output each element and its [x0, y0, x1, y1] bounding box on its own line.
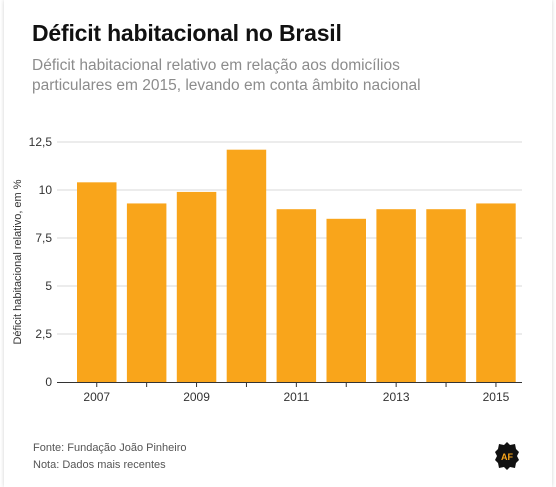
bar-2008: [126, 203, 167, 382]
y-axis-title: Déficit habitacional relativo, em %: [12, 179, 24, 344]
source-text: Fonte: Fundação João Pinheiro: [33, 442, 187, 454]
bar-2013: [376, 209, 416, 382]
bar-2014: [426, 209, 466, 382]
bar-2011: [276, 209, 317, 382]
bar-2012: [326, 218, 366, 382]
bars: [77, 149, 516, 382]
x-axis: 2007 2009 2011 2013 2015: [57, 382, 522, 404]
chart-subtitle: Déficit habitacional relativo em relação…: [32, 57, 421, 94]
x-tick-label: 2007: [83, 390, 110, 404]
y-tick-label: 7,5: [35, 231, 52, 245]
y-tick-label: 10: [39, 183, 53, 197]
y-tick-label: 12,5: [29, 135, 53, 149]
y-tick-label: 2,5: [35, 327, 52, 341]
chart-title: Déficit habitacional no Brasil: [32, 20, 342, 46]
x-tick-label: 2009: [183, 390, 210, 404]
logo-icon: AF: [495, 442, 519, 470]
note-text: Nota: Dados mais recentes: [33, 459, 166, 471]
y-tick-label: 5: [45, 279, 52, 293]
bar-2009: [176, 191, 217, 382]
y-tick-labels: 0 2,5 5 7,5 10 12,5: [29, 135, 53, 389]
bar-2015: [476, 203, 516, 382]
bar-2010: [226, 149, 267, 382]
x-tick-label: 2015: [483, 390, 510, 404]
bar-2007: [77, 182, 117, 382]
x-tick-label: 2013: [383, 390, 410, 404]
logo-text: AF: [501, 452, 513, 462]
y-tick-label: 0: [45, 375, 52, 389]
x-tick-label: 2011: [283, 390, 309, 404]
